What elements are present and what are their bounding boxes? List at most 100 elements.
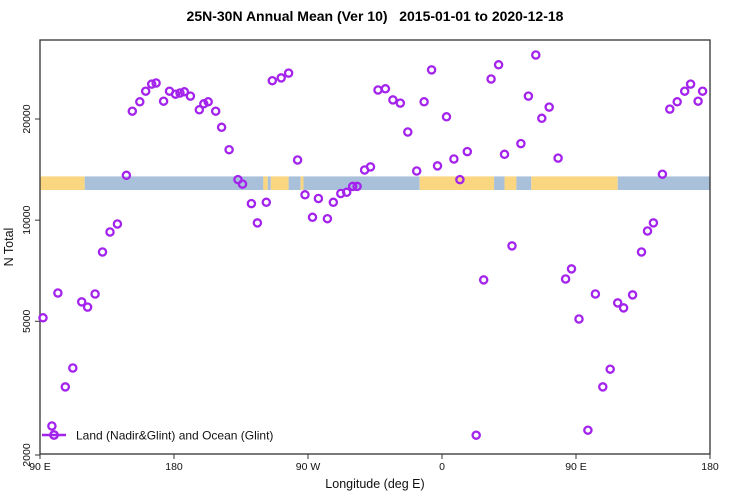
data-point: [455, 174, 465, 185]
data-point: [697, 86, 708, 96]
land-segment: [40, 176, 85, 190]
data-point: [292, 155, 303, 165]
data-point: [252, 218, 263, 228]
data-point: [365, 162, 376, 172]
data-point: [135, 97, 145, 107]
data-point: [307, 212, 318, 223]
x-axis: 90 E 180 90 W 0 90 E 180: [29, 454, 719, 473]
data-points: [38, 50, 708, 440]
data-point: [283, 68, 294, 78]
data-point: [471, 430, 481, 440]
data-point: [347, 181, 358, 192]
data-point: [112, 219, 123, 229]
x-tick-label: 180: [165, 461, 183, 473]
data-point: [685, 79, 696, 89]
x-tick-label: 90 W: [296, 461, 321, 473]
data-point: [210, 106, 221, 116]
data-point: [478, 275, 489, 285]
land-segment: [270, 176, 289, 190]
data-point: [60, 382, 71, 392]
y-tick-label: 20000: [21, 104, 33, 133]
data-point: [642, 226, 653, 236]
data-point: [590, 289, 601, 299]
y-tick-label: 2000: [21, 443, 33, 467]
data-point: [53, 288, 63, 298]
data-point: [352, 181, 362, 192]
data-point: [300, 190, 310, 200]
land-segment: [531, 176, 618, 190]
data-point: [605, 364, 615, 374]
data-point: [537, 113, 547, 124]
data-point: [672, 97, 682, 107]
data-point: [388, 95, 398, 105]
data-point: [68, 363, 78, 373]
land-segment: [504, 176, 517, 190]
data-point: [636, 247, 647, 257]
legend-marker-icon: [49, 430, 59, 440]
data-point: [97, 247, 108, 257]
data-point: [158, 96, 169, 106]
data-point: [224, 144, 234, 155]
y-tick-label: 10000: [21, 205, 33, 234]
data-point: [544, 102, 554, 112]
data-point: [665, 104, 675, 114]
data-point: [657, 169, 668, 179]
y-axis: 2000 5000 10000 20000: [21, 104, 40, 467]
data-point: [693, 96, 703, 106]
surface-strip: [40, 176, 710, 190]
data-point: [373, 85, 383, 95]
data-point: [618, 303, 629, 313]
data-point: [267, 75, 278, 86]
ocean-segment: [84, 176, 264, 190]
data-point: [486, 74, 496, 84]
data-point: [151, 78, 161, 88]
data-point: [47, 421, 57, 431]
data-point: [246, 198, 257, 209]
data-point: [493, 60, 504, 70]
data-point: [276, 73, 286, 83]
x-tick-label: 180: [701, 461, 719, 473]
data-point: [140, 86, 151, 96]
data-point: [627, 290, 638, 300]
data-point: [380, 84, 391, 94]
land-segment: [263, 176, 268, 190]
data-point: [583, 425, 593, 435]
ocean-segment: [303, 176, 420, 190]
data-point: [648, 218, 659, 228]
x-tick-label: 90 E: [29, 461, 51, 473]
data-point: [170, 89, 181, 99]
data-point: [261, 197, 272, 208]
plot-border: [39, 39, 711, 455]
data-point: [216, 122, 227, 133]
data-point: [411, 166, 422, 176]
x-tick-label: 90 E: [565, 461, 587, 473]
data-point: [313, 193, 324, 204]
data-point: [516, 138, 526, 149]
ocean-segment: [516, 176, 532, 190]
data-point: [146, 79, 157, 89]
y-tick-label: 5000: [21, 309, 33, 333]
land-segment: [300, 176, 304, 190]
data-point: [499, 149, 510, 160]
data-point: [507, 241, 517, 251]
chart-title: 25N-30N Annual Mean (Ver 10) 2015-01-01 …: [186, 8, 564, 24]
legend-label: Land (Nadir&Glint) and Ocean (Glint): [76, 429, 273, 443]
data-point: [531, 50, 541, 60]
data-point: [76, 297, 87, 307]
data-point: [612, 298, 623, 308]
data-point: [237, 179, 248, 189]
x-tick-label: 0: [439, 461, 445, 473]
data-point: [38, 313, 48, 323]
legend: Land (Nadir&Glint) and Ocean (Glint): [42, 429, 273, 443]
data-point: [574, 314, 584, 324]
data-point: [403, 127, 413, 137]
ocean-segment: [494, 176, 505, 190]
data-point: [121, 170, 132, 181]
y-axis-title: N Total: [2, 228, 16, 267]
data-point: [449, 154, 459, 164]
data-point: [194, 105, 205, 115]
data-point: [203, 97, 213, 107]
data-point: [566, 264, 577, 274]
